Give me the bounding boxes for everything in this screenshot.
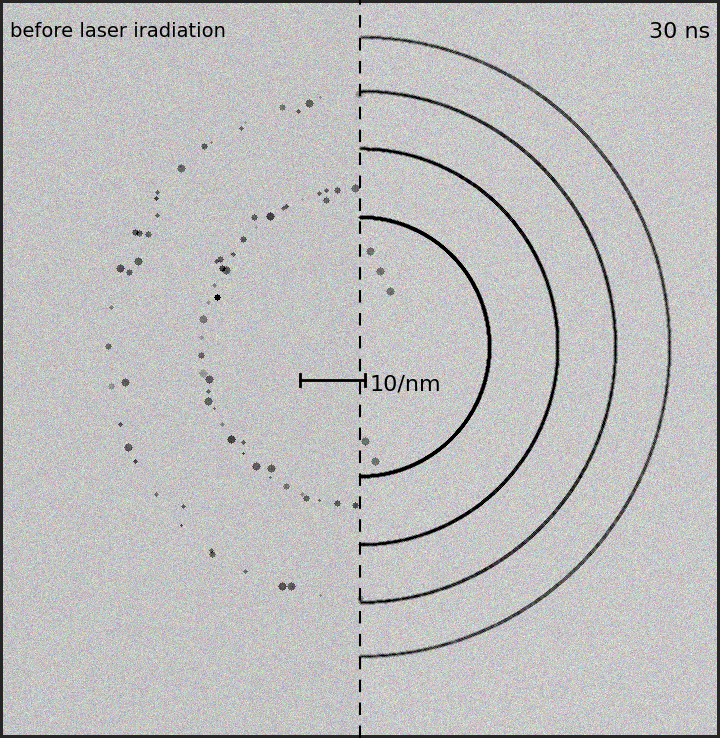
Text: 10/nm: 10/nm <box>370 375 441 395</box>
Text: 30 ns: 30 ns <box>649 22 710 42</box>
Text: before laser iradiation: before laser iradiation <box>10 22 226 41</box>
